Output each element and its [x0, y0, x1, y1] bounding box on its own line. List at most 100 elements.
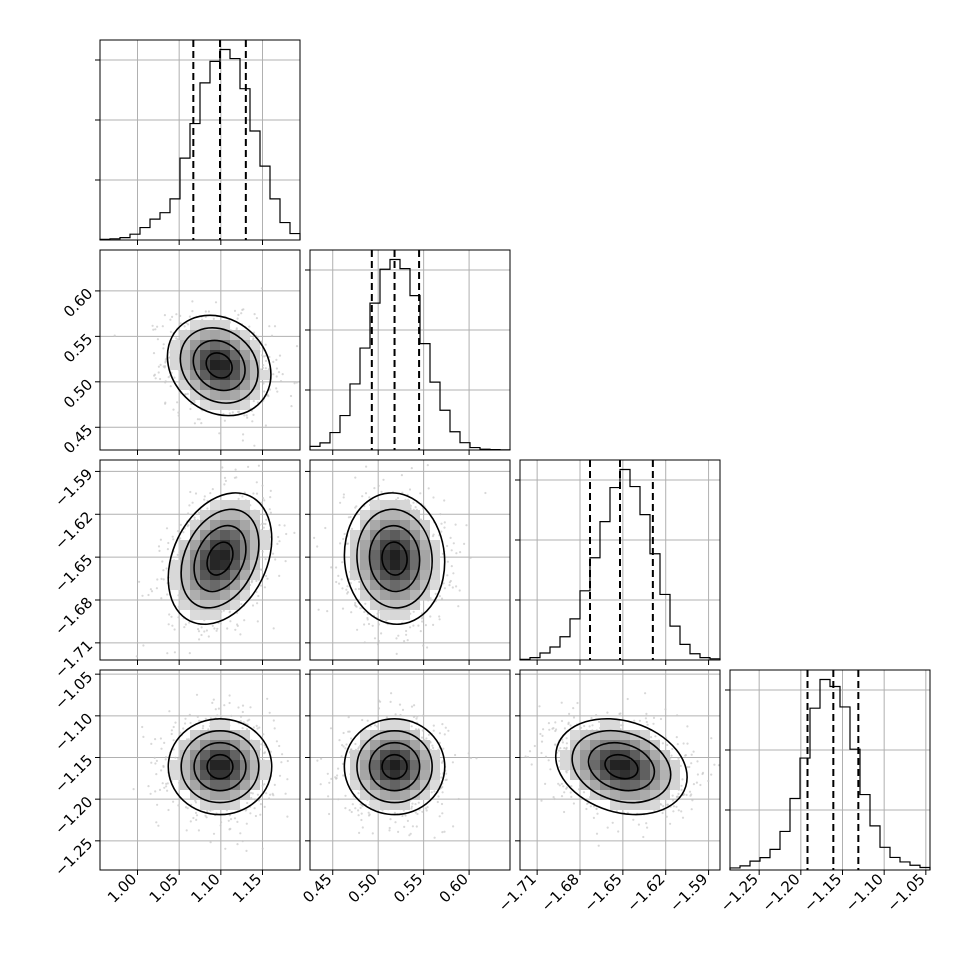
density-cell	[250, 570, 260, 580]
pair-panel-contents	[113, 287, 299, 447]
scatter-point	[161, 782, 164, 785]
scatter-point	[250, 796, 253, 800]
density-cell	[420, 580, 430, 590]
scatter-point	[163, 314, 166, 317]
scatter-point	[337, 574, 340, 578]
scatter-point	[262, 382, 265, 385]
scatter-point	[369, 725, 372, 728]
scatter-point	[436, 800, 439, 804]
scatter-point	[196, 715, 199, 719]
scatter-point	[328, 781, 331, 784]
scatter-point	[361, 495, 364, 498]
scatter-point	[413, 704, 416, 707]
density-cell	[210, 320, 220, 330]
scatter-point	[219, 824, 222, 827]
scatter-point	[364, 492, 368, 495]
scatter-point	[276, 390, 279, 393]
scatter-point	[395, 637, 398, 640]
scatter-point	[445, 772, 448, 775]
scatter-point	[438, 732, 441, 735]
scatter-point	[412, 501, 415, 504]
density-cell	[210, 780, 220, 790]
density-cell	[200, 530, 210, 540]
scatter-point	[319, 783, 322, 786]
panel-frame	[99, 669, 301, 871]
scatter-point	[417, 801, 420, 804]
scatter-point	[293, 382, 296, 385]
scatter-point	[253, 313, 256, 316]
scatter-point	[443, 830, 446, 833]
scatter-point	[162, 765, 165, 769]
density-cell	[240, 730, 250, 740]
scatter-point	[441, 831, 444, 834]
density-cell	[370, 550, 380, 560]
scatter-point	[252, 413, 255, 416]
scatter-point	[380, 632, 383, 635]
scatter-point	[346, 592, 349, 595]
scatter-point	[194, 801, 198, 804]
scatter-point	[262, 526, 265, 529]
scatter-point	[224, 479, 227, 482]
density-cell	[250, 350, 260, 360]
contour-line	[192, 339, 246, 392]
scatter-point	[251, 792, 254, 795]
density-cell	[220, 580, 230, 590]
scatter-point	[235, 476, 238, 479]
scatter-point	[242, 308, 245, 311]
density-cell	[360, 730, 370, 740]
density-cell	[200, 780, 210, 790]
density-cell	[230, 580, 240, 590]
scatter-point	[162, 347, 165, 350]
scatter-point	[475, 757, 478, 760]
density-cell	[170, 560, 180, 570]
scatter-point	[272, 552, 275, 555]
scatter-point	[224, 847, 227, 850]
scatter-point	[184, 722, 187, 725]
scatter-point	[193, 422, 196, 425]
scatter-point	[262, 364, 265, 367]
scatter-point	[141, 725, 144, 729]
scatter-point	[166, 593, 169, 596]
density-cell	[230, 500, 240, 510]
scatter-point	[324, 526, 327, 530]
scatter-point	[432, 746, 435, 750]
scatter-point	[454, 753, 457, 757]
density-cell	[190, 340, 200, 350]
scatter-point	[246, 416, 249, 419]
scatter-point	[231, 411, 234, 414]
scatter-point	[437, 795, 440, 798]
contour-line	[193, 524, 247, 593]
density-cell	[220, 790, 230, 800]
hist-panel-2	[305, 249, 511, 451]
density-cell	[240, 760, 250, 770]
scatter-point	[198, 719, 201, 723]
density-cell	[410, 530, 420, 540]
scatter-point	[354, 604, 357, 608]
contour-line	[167, 492, 273, 626]
scatter-point	[175, 313, 178, 316]
scatter-point	[338, 739, 341, 742]
scatter-point	[191, 310, 194, 313]
scatter-point	[350, 611, 353, 614]
density-cell	[220, 380, 230, 390]
scatter-point	[262, 733, 265, 736]
scatter-point	[256, 602, 259, 605]
scatter-point	[252, 400, 255, 403]
density-cell	[370, 760, 380, 770]
density-cell	[430, 540, 440, 550]
scatter-point	[197, 628, 200, 631]
scatter-point	[366, 719, 369, 722]
density-cell	[220, 770, 230, 780]
scatter-point	[421, 810, 424, 813]
scatter-point	[431, 744, 434, 747]
scatter-point	[188, 621, 191, 624]
scatter-point	[363, 623, 366, 626]
scatter-point	[410, 725, 413, 728]
scatter-point	[268, 325, 271, 328]
density-cell	[260, 370, 270, 380]
density-cell	[350, 780, 360, 790]
density-cell	[250, 510, 260, 520]
scatter-point	[451, 761, 454, 764]
scatter-point	[176, 553, 179, 557]
